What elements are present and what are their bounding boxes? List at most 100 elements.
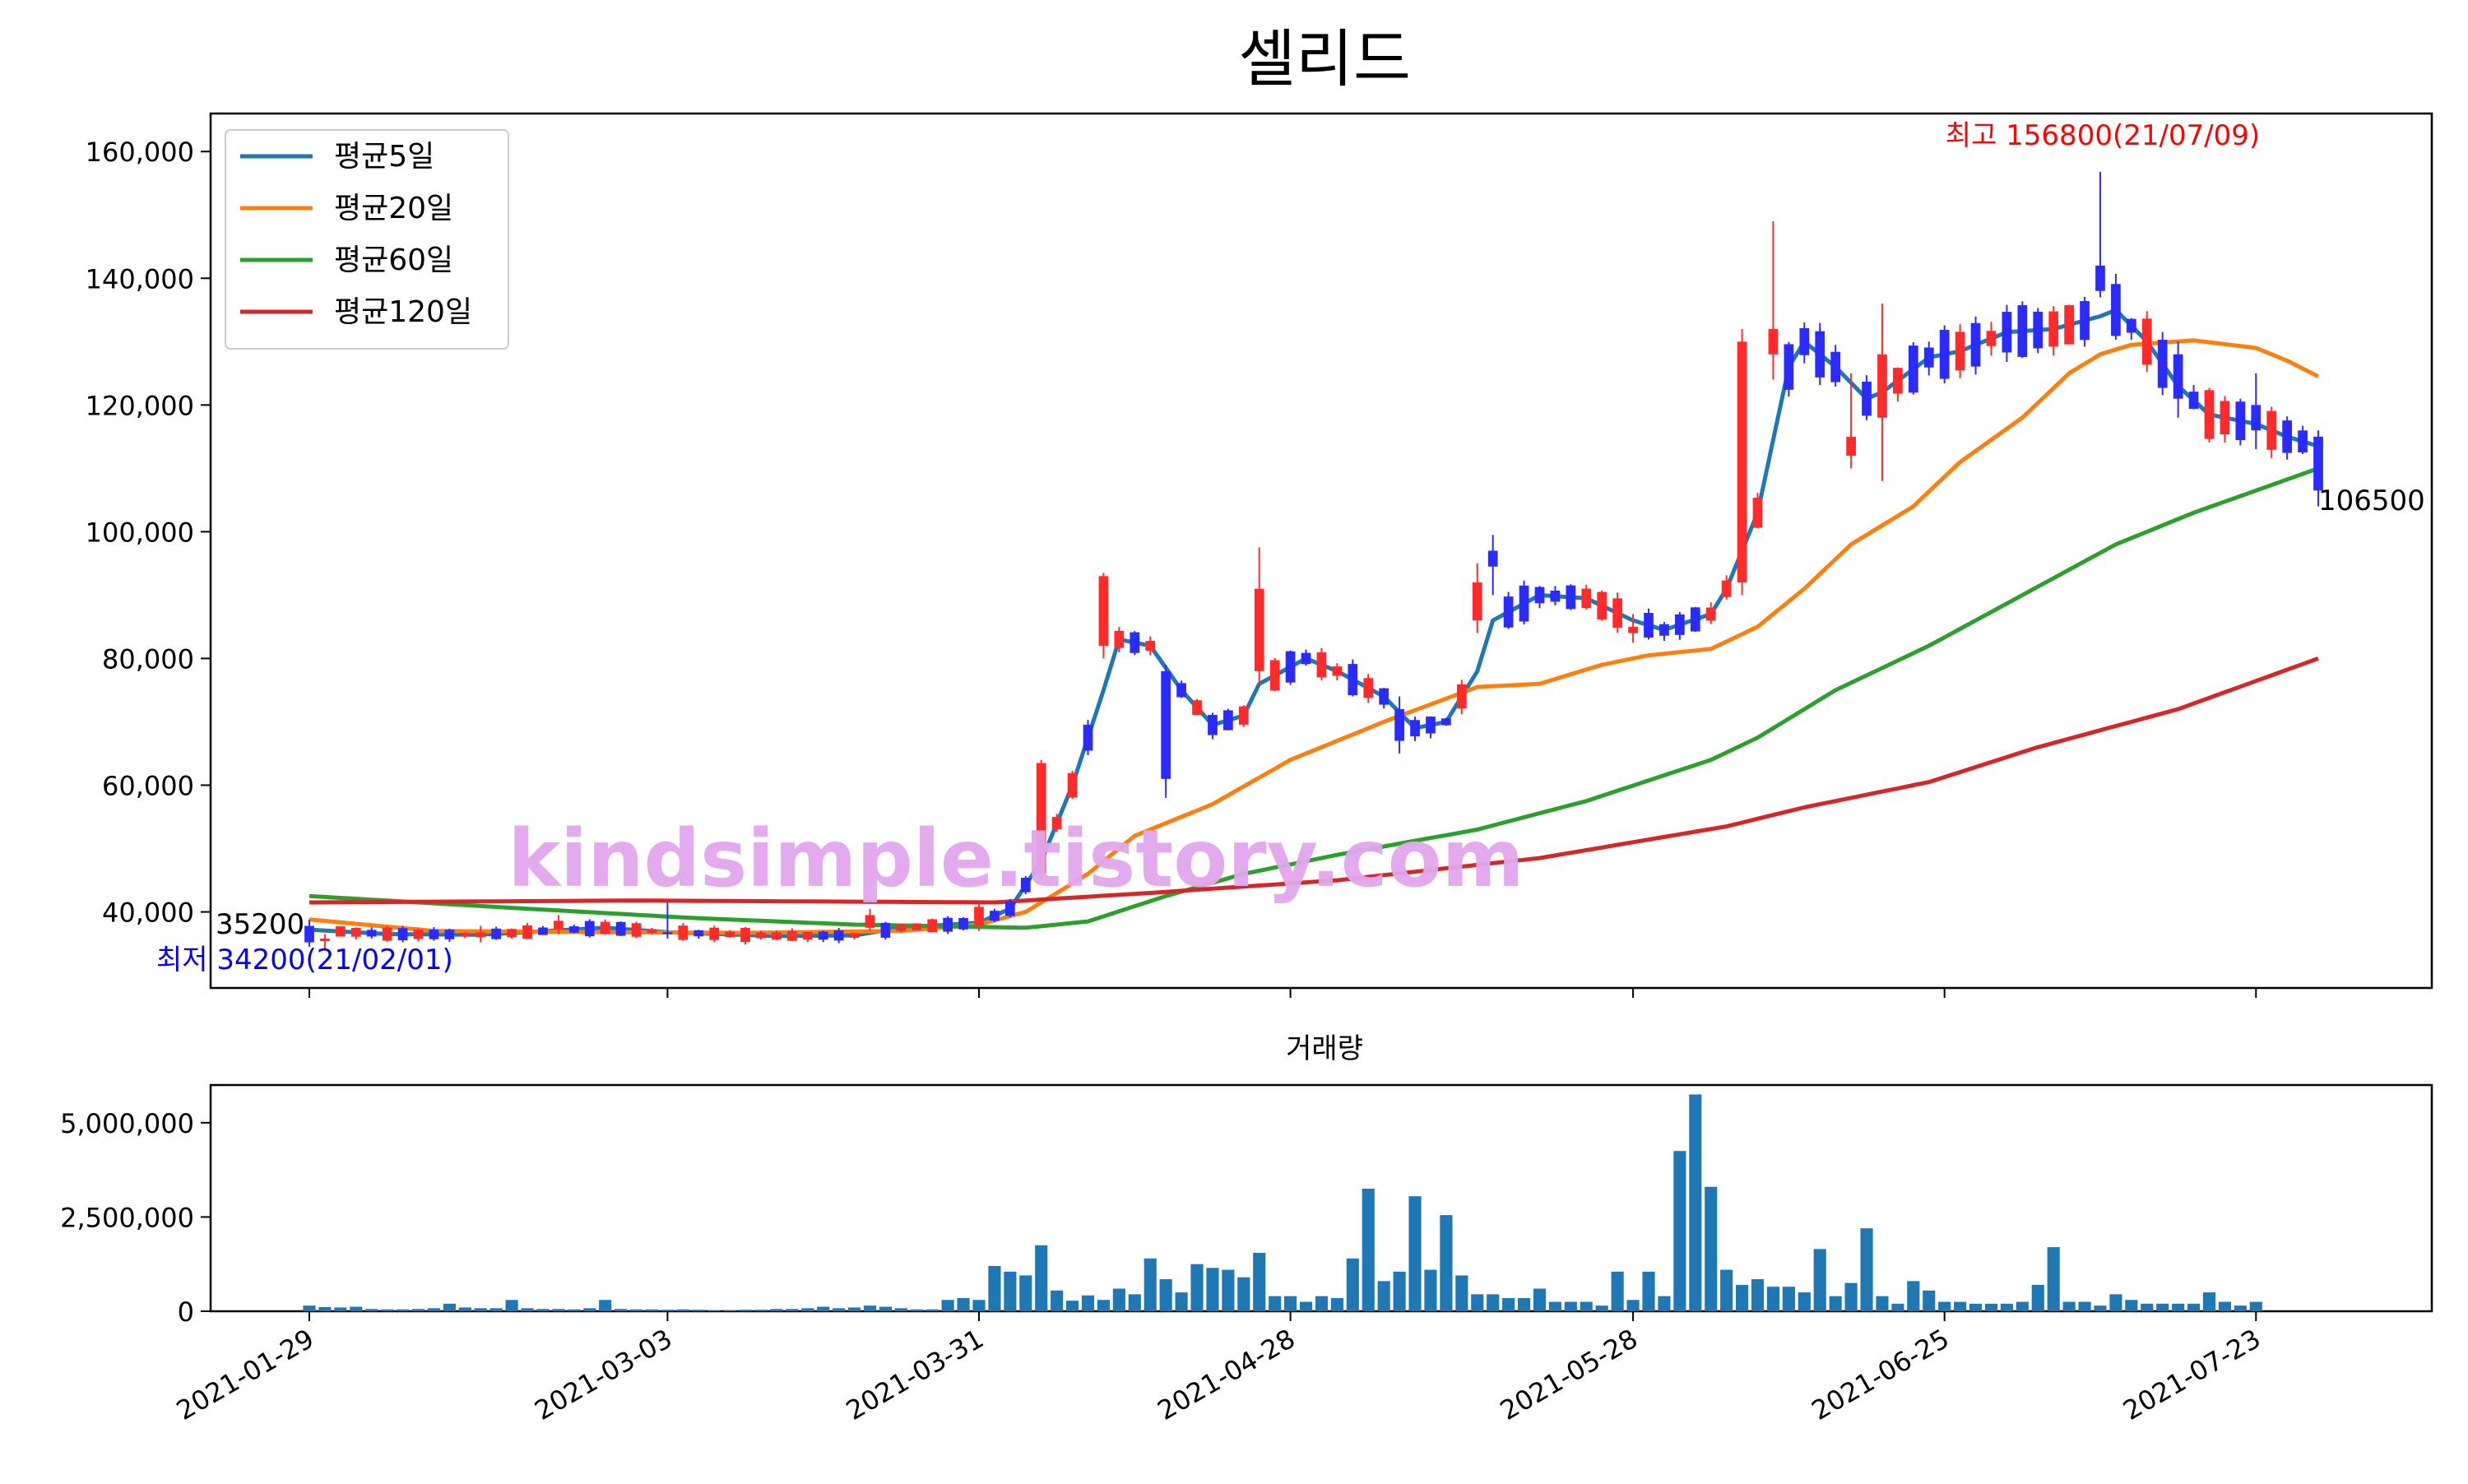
candle-body xyxy=(958,917,968,930)
volume-bar xyxy=(1362,1189,1375,1311)
volume-bar xyxy=(2141,1303,2154,1311)
volume-bar xyxy=(629,1309,643,1311)
candle-body xyxy=(2002,312,2012,353)
candle-body xyxy=(1083,725,1093,751)
candle-body xyxy=(2235,401,2246,440)
volume-bar xyxy=(1284,1296,1297,1311)
volume-bar xyxy=(318,1306,332,1311)
volume-bar xyxy=(661,1310,674,1311)
low-price-annotation: 최저 34200(21/02/01) xyxy=(156,944,453,976)
price-y-tick-label: 100,000 xyxy=(86,517,194,548)
candle-body xyxy=(896,924,907,931)
candle-body xyxy=(2080,301,2090,341)
candle-body xyxy=(1161,670,1171,779)
candle-body xyxy=(1752,498,1763,528)
volume-bar xyxy=(427,1308,441,1311)
volume-bar xyxy=(692,1310,705,1311)
volume-bar xyxy=(707,1310,721,1311)
volume-bar xyxy=(1564,1301,1577,1311)
price-y-axis: 40,000 60,000 80,000 100,000 120,000 140,000 1… xyxy=(86,137,211,929)
candle-body xyxy=(615,921,626,936)
volume-bar xyxy=(1673,1151,1686,1311)
candle-body xyxy=(1441,718,1451,726)
legend-label-ma120: 평균120일 xyxy=(334,295,472,329)
volume-bar xyxy=(397,1309,410,1311)
candle-body xyxy=(397,928,408,941)
volume-bar xyxy=(521,1308,534,1311)
volume-bar xyxy=(2187,1303,2201,1311)
candle-body xyxy=(1550,591,1561,602)
volume-bar xyxy=(1035,1245,1048,1311)
volume-y-tick-label: 5,000,000 xyxy=(60,1108,194,1139)
candle-body xyxy=(320,938,330,941)
price-y-tick-label: 80,000 xyxy=(102,643,194,675)
candle-body xyxy=(1004,902,1015,916)
candle-body xyxy=(678,925,689,940)
candle-body xyxy=(880,922,891,938)
volume-bar xyxy=(1237,1277,1250,1311)
volume-bar xyxy=(910,1309,923,1311)
candle-body xyxy=(413,930,424,939)
volume-bar xyxy=(957,1297,970,1311)
volume-bar xyxy=(1112,1288,1125,1311)
candle-body xyxy=(1192,700,1202,716)
volume-bar xyxy=(2047,1247,2060,1311)
candle-body xyxy=(584,921,595,937)
candle-body xyxy=(647,929,657,934)
volume-bar xyxy=(723,1310,736,1311)
volume-x-tick-label: 2021-06-25 xyxy=(1807,1323,1955,1426)
candle-body xyxy=(2188,392,2199,409)
candle-body xyxy=(786,930,797,941)
candle-body xyxy=(1208,715,1218,735)
candle-body xyxy=(833,930,844,941)
candle-body xyxy=(709,927,720,940)
volume-bar xyxy=(786,1309,799,1311)
candle-body xyxy=(1098,576,1109,647)
volume-bar xyxy=(2202,1292,2216,1311)
candle-body xyxy=(943,917,953,932)
volume-bar xyxy=(505,1300,518,1311)
candle-body xyxy=(1519,585,1529,622)
candle-body xyxy=(1612,598,1623,628)
candle-body xyxy=(1394,709,1404,741)
candle-body xyxy=(460,932,471,937)
candle-body xyxy=(1269,660,1280,691)
candle-body xyxy=(1768,328,1779,355)
candle-body xyxy=(927,919,938,933)
volume-bar xyxy=(1393,1271,1406,1311)
volume-bar xyxy=(894,1308,907,1311)
volume-x-tick-label: 2021-04-28 xyxy=(1153,1323,1301,1426)
volume-bar xyxy=(1190,1264,1204,1311)
candle-body xyxy=(1721,580,1732,597)
candle-body xyxy=(2313,436,2323,491)
volume-bar xyxy=(1720,1269,1733,1311)
volume-bar xyxy=(1923,1290,1936,1311)
candle-body xyxy=(1644,613,1654,638)
volume-bar xyxy=(2000,1303,2013,1311)
candle-body xyxy=(1348,664,1358,696)
volume-panel-title: 거래량 xyxy=(1286,1032,1363,1065)
volume-bar xyxy=(615,1309,628,1311)
candle-body xyxy=(1020,877,1031,893)
volume-bar xyxy=(350,1306,363,1311)
first-close-annotation: 35200 xyxy=(216,908,304,941)
volume-bar xyxy=(1798,1292,1811,1311)
volume-bar xyxy=(1299,1301,1313,1311)
candle-body xyxy=(849,933,860,938)
volume-bar xyxy=(1517,1297,1531,1311)
candle-body xyxy=(554,921,564,930)
candle-body xyxy=(1784,344,1794,390)
candle-body xyxy=(1114,630,1125,648)
volume-x-axis: 2021-01-29 2021-03-03 2021-03-31 2021-04-28… xyxy=(171,1311,2266,1426)
candle-body xyxy=(1285,651,1296,683)
volume-bar xyxy=(489,1308,503,1311)
candle-body xyxy=(491,928,502,939)
candle-body xyxy=(802,931,813,940)
candle-body xyxy=(1939,329,1950,379)
candle-body xyxy=(1830,351,1841,383)
volume-x-tick-label: 2021-05-28 xyxy=(1495,1323,1643,1426)
candle-body xyxy=(725,931,735,938)
candle-body xyxy=(2033,311,2044,349)
volume-bar xyxy=(536,1309,550,1311)
volume-bar xyxy=(411,1309,425,1311)
